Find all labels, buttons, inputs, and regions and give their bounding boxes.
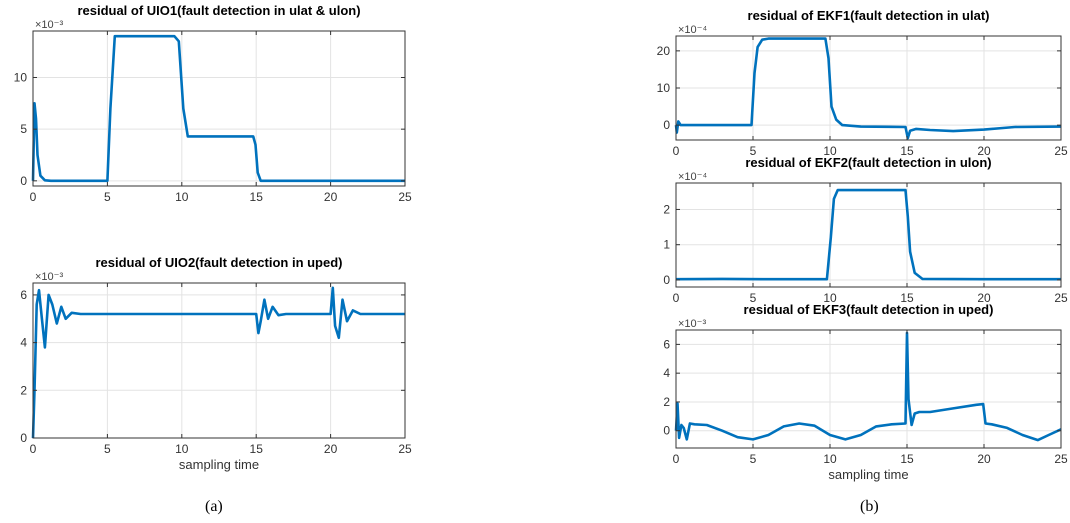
x-tick-label: 15 [250,442,264,456]
chart-title: residual of UIO1(fault detection in ulat… [77,3,360,18]
y-tick-label: 20 [657,44,671,58]
x-tick-label: 25 [1054,452,1068,466]
x-tick-label: 10 [823,452,837,466]
y-tick-label: 5 [20,122,27,136]
exponent-label: ×10⁻³ [35,19,63,31]
exponent-label: ×10⁻³ [35,271,63,283]
y-tick-label: 0 [663,118,670,132]
axes-box [675,329,1062,449]
y-tick-label: 0 [663,424,670,438]
x-tick-label: 0 [30,442,37,456]
chart-ekf2: 0 5 10 15 20 25 0 1 2 ×10⁻⁴ residual of EKF2(fault… [663,155,1068,305]
x-tick-label: 15 [250,190,264,204]
series-line-uio2 [31,286,405,439]
y-tick-label: 2 [20,383,27,397]
exponent-label: ×10⁻⁴ [678,24,707,36]
x-tick-label: 25 [1054,291,1068,305]
x-tick-label: 0 [30,190,37,204]
chart-title: residual of EKF1(fault detection in ulat… [748,8,990,23]
y-tick-label: 4 [663,366,670,380]
y-tick-label: 4 [20,336,27,350]
x-tick-label: 5 [750,452,757,466]
x-tick-label: 25 [398,442,412,456]
x-tick-label: 5 [104,442,111,456]
x-tick-label: 25 [1054,144,1068,158]
exponent-label: ×10⁻⁴ [678,171,707,183]
x-tick-label: 20 [977,144,991,158]
caption-a: (a) [205,498,223,515]
x-tick-label: 0 [673,452,680,466]
x-tick-label: 5 [104,190,111,204]
chart-uio2: 0 5 10 15 20 25 0 2 4 6 ×10⁻³ residual of UIO2(faul… [20,255,412,472]
y-tick-label: 0 [663,273,670,287]
y-tick-label: 1 [663,238,670,252]
y-tick-label: 0 [20,431,27,445]
chart-title: residual of EKF3(fault detection in uped… [744,302,994,317]
x-tick-label: 15 [900,144,914,158]
x-tick-label: 10 [175,442,189,456]
axes-box [32,30,406,187]
chart-ekf3: 0 5 10 15 20 25 0 2 4 6 ×10⁻³ residual of EKF3(faul… [663,302,1068,482]
axes-box [675,182,1062,288]
x-tick-label: 0 [673,291,680,305]
y-tick-label: 6 [663,337,670,351]
caption-b: (b) [860,498,879,515]
x-tick-label: 5 [750,291,757,305]
y-tick-label: 2 [663,395,670,409]
y-tick-label: 10 [657,81,671,95]
x-tick-label: 20 [977,452,991,466]
chart-title: residual of UIO2(fault detection in uped… [95,255,342,270]
chart-uio1: 0 5 10 15 20 25 0 5 10 ×10⁻³ residual of UIO1(faul… [14,3,412,204]
x-tick-label: 10 [823,144,837,158]
series-line-ekf3 [674,331,1062,442]
x-tick-label: 20 [324,190,338,204]
x-axis-label: sampling time [828,467,908,482]
x-tick-label: 0 [673,144,680,158]
chart-title: residual of EKF2(fault detection in ulon… [745,155,991,170]
x-axis-label: sampling time [179,457,259,472]
chart-ekf1: 0 5 10 15 20 25 0 10 20 ×10⁻⁴ residual of EKF1(fau… [657,8,1068,158]
exponent-label: ×10⁻³ [678,318,706,330]
y-tick-label: 10 [14,71,28,85]
x-tick-label: 20 [324,442,338,456]
y-tick-label: 0 [20,174,27,188]
y-tick-label: 6 [20,288,27,302]
x-tick-label: 10 [823,291,837,305]
x-tick-label: 15 [900,291,914,305]
axes-box [32,282,406,439]
x-tick-label: 10 [175,190,189,204]
x-tick-label: 20 [977,291,991,305]
x-tick-label: 25 [398,190,412,204]
y-tick-label: 2 [663,202,670,216]
series-line-ekf2 [675,188,1061,281]
x-tick-label: 15 [900,452,914,466]
x-tick-label: 5 [750,144,757,158]
series-line-ekf1 [674,37,1062,140]
series-line-uio1 [31,34,405,183]
